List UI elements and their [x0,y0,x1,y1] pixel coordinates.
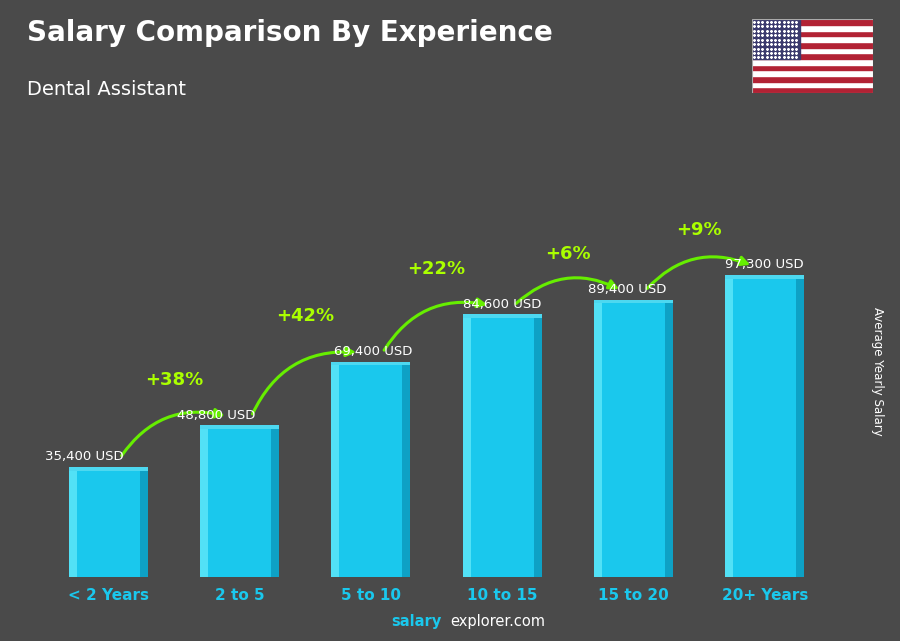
Text: +9%: +9% [676,221,722,239]
Bar [534,315,542,577]
Bar [463,315,471,577]
Bar [463,315,542,577]
Text: +22%: +22% [408,260,465,278]
Bar [725,275,805,279]
Bar [752,19,873,25]
Bar [752,47,873,53]
Bar [752,71,873,76]
Text: +38%: +38% [145,371,203,389]
Bar [68,467,148,577]
Bar [725,275,805,577]
Text: 84,600 USD: 84,600 USD [463,298,541,311]
Text: +6%: +6% [545,246,590,263]
Bar [200,426,208,577]
Bar [200,426,279,577]
Bar [725,275,734,577]
Text: Average Yearly Salary: Average Yearly Salary [871,308,884,436]
Bar [752,31,873,37]
Bar [665,299,673,577]
Text: 48,800 USD: 48,800 USD [176,409,255,422]
Text: +42%: +42% [276,307,334,326]
Text: Dental Assistant: Dental Assistant [27,80,186,99]
Text: salary: salary [392,615,442,629]
Bar [331,362,410,365]
Bar [200,426,279,429]
Bar [752,65,873,71]
Text: 97,300 USD: 97,300 USD [725,258,804,271]
Bar [594,299,673,303]
Bar [752,37,873,42]
Bar [140,467,148,577]
Bar [463,315,542,318]
Text: Salary Comparison By Experience: Salary Comparison By Experience [27,19,553,47]
Text: 89,400 USD: 89,400 USD [588,283,666,296]
Bar [752,81,873,87]
Bar [796,275,805,577]
Bar [752,87,873,93]
Bar [271,426,279,577]
Bar [752,42,873,47]
Bar [752,19,800,59]
Text: 35,400 USD: 35,400 USD [45,451,124,463]
Bar [331,362,339,577]
Bar [752,59,873,65]
Bar [331,362,410,577]
Text: explorer.com: explorer.com [450,615,545,629]
Bar [752,76,873,81]
Bar [402,362,410,577]
Bar [594,299,673,577]
Bar [752,25,873,31]
Bar [752,53,873,59]
Bar [68,467,76,577]
Text: 69,400 USD: 69,400 USD [334,345,412,358]
Bar [594,299,602,577]
Bar [68,467,148,470]
